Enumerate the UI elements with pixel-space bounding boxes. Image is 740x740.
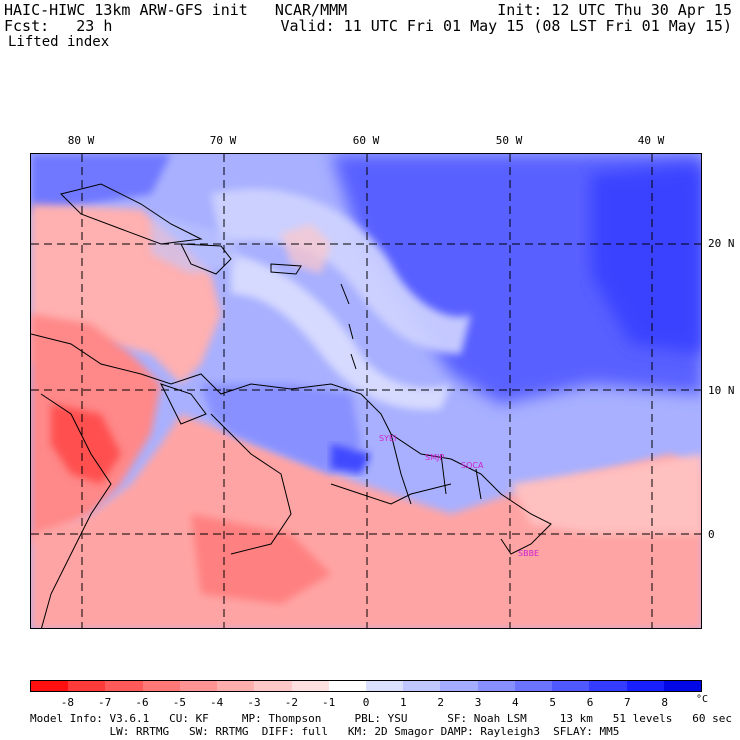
colorbar-tick-label: -7	[98, 696, 112, 709]
light-band-2	[231, 254, 451, 410]
colorbar-swatch	[179, 681, 218, 691]
colorbar-tick-label: 8	[661, 696, 668, 709]
colorbar-swatch	[589, 681, 627, 691]
strong-stable-spot	[331, 444, 371, 474]
colorbar-unit: °C	[696, 694, 709, 705]
lon-label-80w: 80 W	[67, 134, 95, 147]
weak-unstable-patch	[281, 224, 331, 274]
field-name: Lifted index	[8, 34, 110, 50]
lon-label-40w: 40 W	[637, 134, 665, 147]
map-title: HAIC-HIWC 13km ARW-GFS init NCAR/MMM	[4, 1, 348, 19]
colorbar-swatch	[142, 681, 180, 691]
colorbar-swatch	[31, 681, 69, 691]
colorbar-tick-label: -8	[60, 696, 74, 709]
lat-label-10n: 10 N	[708, 384, 735, 397]
colorbar-swatch	[403, 681, 441, 691]
station-label-smjp: SMJP	[425, 453, 444, 462]
colorbar-tick-label: -4	[210, 696, 224, 709]
colorbar-swatch	[477, 681, 515, 691]
colorbar-tick-label: -5	[172, 696, 186, 709]
coastlines	[31, 183, 552, 628]
colorbar-tick-label: -2	[284, 696, 298, 709]
colorbar-swatch	[217, 681, 255, 691]
lon-label-70w: 70 W	[209, 134, 237, 147]
forecast-hour: Fcst: 23 h	[4, 17, 113, 35]
amazon-unstable	[191, 514, 331, 604]
station-label-syei: SYEI	[379, 434, 396, 443]
south-america-unstable	[31, 414, 701, 628]
lifted-index-map: SYEI SMJP SOCA SBBE	[30, 153, 702, 629]
colorbar-swatch	[440, 681, 478, 691]
lat-lon-grid	[31, 154, 701, 628]
colorbar-tick-label: 7	[624, 696, 631, 709]
colorbar-swatch	[365, 681, 404, 691]
colorbar	[30, 680, 702, 692]
deepest-stable-region	[591, 164, 701, 354]
colorbar-swatch	[105, 681, 143, 691]
colorbar-swatch	[626, 681, 664, 691]
station-label-soca: SOCA	[461, 461, 484, 470]
colorbar-tick-label: 2	[437, 696, 444, 709]
colorbar-tick-label: 0	[362, 696, 370, 709]
model-info-line-2: LW: RRTMG SW: RRTMG DIFF: full KM: 2D Sm…	[30, 725, 620, 738]
colorbar-swatch	[254, 681, 292, 691]
valid-time: Valid: 11 UTC Fri 01 May 15 (08 LST Fri …	[280, 17, 732, 35]
map-canvas: SYEI SMJP SOCA SBBE	[31, 154, 701, 628]
light-band-1	[211, 188, 471, 354]
colorbar-swatch	[552, 681, 590, 691]
colorbar-tick-label: -3	[247, 696, 261, 709]
station-label-sbbe: SBBE	[518, 549, 539, 558]
colorbar-swatch	[291, 681, 329, 691]
colorbar-tick-label: 5	[549, 696, 556, 709]
colorbar-tick-label: 1	[400, 696, 407, 709]
lat-label-20n: 20 N	[708, 237, 735, 250]
coastal-stable-plume	[201, 384, 361, 474]
lon-label-50w: 50 W	[495, 134, 523, 147]
atlantic-unstable	[511, 454, 701, 534]
colorbar-swatch	[514, 681, 553, 691]
colorbar-tick-label: 4	[512, 696, 519, 709]
init-time: Init: 12 UTC Thu 30 Apr 15	[497, 1, 732, 19]
colorbar-swatch	[328, 681, 366, 691]
colorbar-tick-label: -1	[322, 696, 336, 709]
lon-label-60w: 60 W	[352, 134, 380, 147]
colorbar-swatch	[663, 681, 701, 691]
lat-label-0: 0	[708, 528, 715, 541]
model-info-line-1: Model Info: V3.6.1 CU: KF MP: Thompson P…	[30, 712, 732, 725]
colorbar-swatch	[68, 681, 106, 691]
cuba-stable-patch	[151, 214, 241, 274]
colorbar-tick-label: -6	[135, 696, 149, 709]
colorbar-tick-label: 6	[586, 696, 594, 709]
colorbar-tick-label: 3	[474, 696, 482, 709]
